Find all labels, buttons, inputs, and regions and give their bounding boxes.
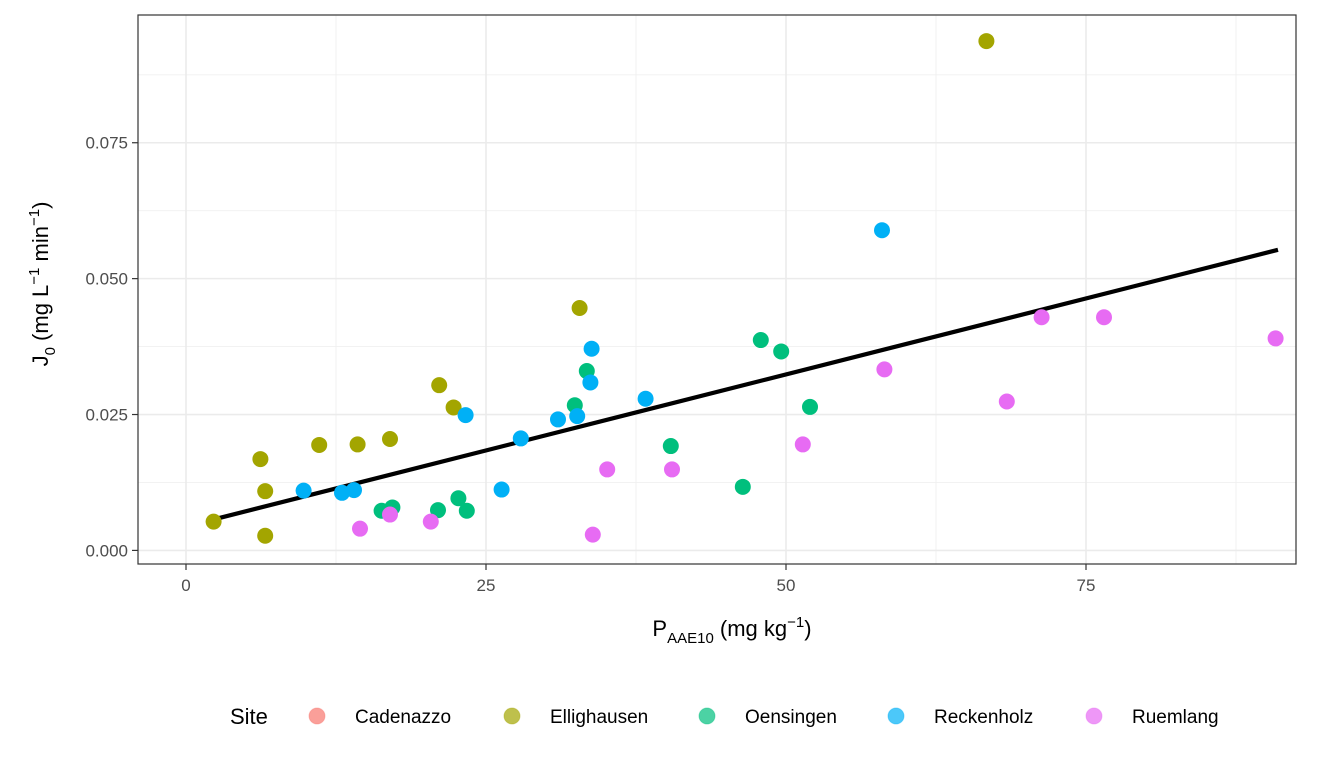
data-point-reckenholz [457, 407, 474, 424]
x-tick-label: 50 [777, 576, 796, 595]
legend-label-oensingen: Oensingen [745, 707, 837, 728]
x-title-unit-b: ) [804, 616, 811, 641]
legend-key-ruemlang [1085, 707, 1103, 725]
major-gridlines [138, 15, 1296, 564]
y-title-unit-b: min [28, 226, 53, 268]
data-points [205, 33, 1284, 544]
data-point-oensingen [458, 502, 475, 519]
data-point-ruemlang [876, 361, 893, 378]
x-title-unit-a: (mg kg [714, 616, 787, 641]
data-point-oensingen [773, 343, 790, 360]
y-title-unit-c: ) [28, 202, 53, 209]
x-tick-label: 25 [477, 576, 496, 595]
data-point-ellighausen [571, 299, 588, 316]
data-point-ruemlang [584, 526, 601, 543]
data-point-ellighausen [257, 527, 274, 544]
y-tick-label: 0.000 [85, 541, 128, 560]
legend-key-ellighausen [503, 707, 521, 725]
data-point-ellighausen [349, 436, 366, 453]
data-point-oensingen [430, 502, 446, 519]
data-point-ruemlang [382, 506, 398, 523]
data-point-reckenholz [637, 390, 654, 407]
data-point-ruemlang [664, 461, 680, 478]
data-point-reckenholz [346, 482, 362, 499]
trend-line-group [213, 247, 1279, 522]
data-point-oensingen [752, 332, 769, 349]
data-point-ellighausen [431, 377, 448, 394]
legend-label-cadenazzo: Cadenazzo [355, 707, 451, 728]
data-point-ruemlang [1033, 309, 1050, 326]
y-tick-label: 0.050 [85, 270, 128, 289]
y-title-superscript-2: −1 [26, 209, 43, 226]
y-title-superscript-1: −1 [26, 268, 43, 285]
data-point-ruemlang [352, 520, 368, 537]
y-title-main: J [28, 355, 53, 366]
x-tick-label: 75 [1077, 576, 1096, 595]
data-point-ellighausen [311, 436, 328, 453]
data-point-ellighausen [205, 513, 222, 530]
x-axis-title: PAAE10 (mg kg−1) [652, 614, 811, 647]
data-point-ruemlang [794, 436, 811, 453]
plot-panel [137, 14, 1297, 565]
data-point-ellighausen [445, 399, 462, 416]
data-point-ruemlang [1267, 330, 1284, 347]
legend-key-oensingen [698, 707, 716, 725]
data-point-reckenholz [295, 482, 312, 499]
data-point-oensingen [450, 490, 467, 507]
legend-label-ellighausen: Ellighausen [550, 707, 648, 728]
y-title-subscript: 0 [42, 347, 59, 355]
legend-title: Site [230, 704, 268, 729]
data-point-ellighausen [257, 483, 274, 500]
legend-key-reckenholz [887, 707, 905, 725]
data-point-ruemlang [599, 461, 616, 478]
data-point-reckenholz [550, 411, 566, 428]
legend-label-reckenholz: Reckenholz [934, 707, 1033, 728]
data-point-reckenholz [493, 481, 510, 498]
y-axis-title: J0 (mg L−1 min−1) [26, 202, 59, 367]
data-point-ellighausen [978, 33, 995, 50]
minor-gridlines [138, 15, 1296, 564]
data-point-oensingen [734, 478, 751, 495]
x-title-superscript: −1 [787, 614, 804, 631]
data-point-ellighausen [382, 430, 398, 447]
data-point-reckenholz [512, 430, 529, 447]
legend: Site Cadenazzo Ellighausen Oensingen Recken… [230, 704, 1219, 729]
data-point-ruemlang [422, 513, 439, 530]
panel-border [137, 14, 1297, 565]
data-point-oensingen [662, 438, 679, 455]
y-tick-label: 0.075 [85, 134, 128, 153]
data-point-reckenholz [582, 374, 599, 391]
x-title-subscript: AAE10 [667, 630, 714, 647]
x-axis: 0 25 50 75 [181, 564, 1095, 595]
x-tick-label: 0 [181, 576, 190, 595]
data-point-reckenholz [334, 484, 350, 501]
x-title-main: P [652, 616, 667, 641]
data-point-reckenholz [569, 408, 586, 425]
legend-label-ruemlang: Ruemlang [1132, 707, 1219, 728]
data-point-ruemlang [998, 393, 1015, 410]
panel-background [138, 15, 1296, 564]
data-point-ellighausen [252, 451, 269, 468]
data-point-oensingen [802, 398, 818, 415]
trend-line [213, 247, 1279, 522]
y-title-unit-a: (mg L [28, 285, 53, 347]
y-tick-label: 0.025 [85, 406, 128, 425]
data-point-reckenholz [874, 222, 890, 239]
y-axis: 0.000 0.025 0.050 0.075 [85, 134, 138, 560]
data-point-ruemlang [1096, 309, 1112, 326]
legend-key-cadenazzo [308, 707, 326, 725]
data-point-reckenholz [583, 340, 600, 357]
